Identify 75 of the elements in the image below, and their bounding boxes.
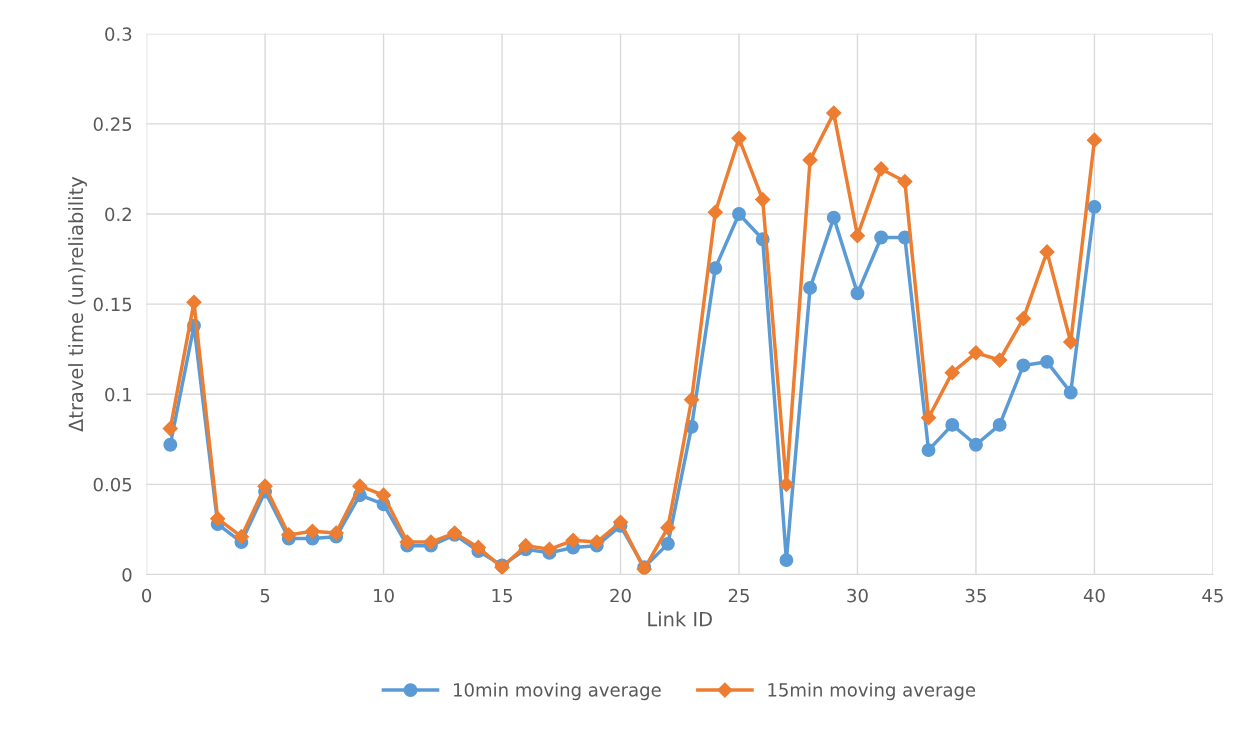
point (565, 532, 581, 548)
point (589, 534, 605, 550)
x-tick-label: 35 (965, 588, 986, 603)
x-tick-label: 0 (142, 588, 152, 603)
point (1015, 311, 1031, 327)
point (162, 420, 178, 437)
point (660, 520, 676, 536)
point (850, 286, 865, 301)
point (281, 527, 297, 543)
y-tick-label: 0.1 (105, 387, 132, 402)
point (1040, 354, 1054, 369)
point (992, 352, 1008, 368)
y-tick-label: 0.3 (105, 27, 132, 41)
point (257, 478, 273, 494)
point (423, 534, 439, 550)
point (328, 525, 344, 541)
point (731, 130, 747, 146)
y-tick-label: 0.05 (93, 477, 132, 492)
point (163, 437, 178, 452)
point (352, 478, 368, 494)
point (874, 230, 889, 245)
point (1086, 132, 1102, 148)
x-tick-label: 20 (610, 588, 631, 603)
point (1087, 199, 1102, 214)
point (470, 539, 486, 556)
point (1039, 244, 1055, 260)
y-tick-label: 0.15 (93, 297, 132, 312)
point (849, 228, 866, 244)
legend-label: 15min moving average (768, 682, 976, 701)
point (233, 529, 249, 545)
point (399, 534, 415, 550)
point (210, 511, 226, 527)
point (803, 280, 818, 295)
y-tick-label: 0.2 (105, 207, 131, 222)
y-axis-title: Δtravel time (un)reliability (68, 176, 87, 432)
point (708, 261, 723, 276)
point (660, 536, 675, 551)
point (826, 210, 841, 225)
point (375, 487, 392, 503)
point (873, 161, 889, 177)
point (897, 174, 913, 190)
point (944, 365, 960, 381)
point (779, 553, 794, 568)
x-tick-label: 40 (1083, 588, 1105, 603)
point (612, 514, 629, 530)
point (755, 192, 771, 208)
point (518, 538, 534, 554)
x-tick-label: 5 (260, 588, 270, 603)
point (1016, 358, 1031, 373)
point (992, 417, 1007, 432)
x-tick-label: 45 (1202, 588, 1223, 603)
x-axis-title: Link ID (648, 611, 712, 627)
x-tick-label: 15 (492, 588, 512, 603)
x-tick-label: 25 (728, 588, 749, 603)
point (684, 392, 700, 408)
point (1063, 334, 1079, 350)
point (778, 476, 794, 492)
y-tick-label: 0 (122, 567, 132, 582)
point (541, 541, 557, 557)
point (802, 152, 818, 168)
point (304, 523, 321, 539)
point (921, 443, 936, 458)
point (969, 437, 983, 452)
legend-label: 10min moving average (454, 682, 661, 701)
point (707, 204, 723, 220)
point (945, 417, 960, 432)
x-tick-label: 10 (374, 588, 394, 603)
y-tick-label: 0.25 (93, 117, 132, 132)
point (186, 294, 202, 310)
x-tick-label: 30 (847, 588, 868, 603)
point (826, 105, 842, 121)
point (1063, 385, 1078, 400)
point (732, 207, 746, 221)
point (968, 345, 984, 361)
point (920, 410, 937, 426)
